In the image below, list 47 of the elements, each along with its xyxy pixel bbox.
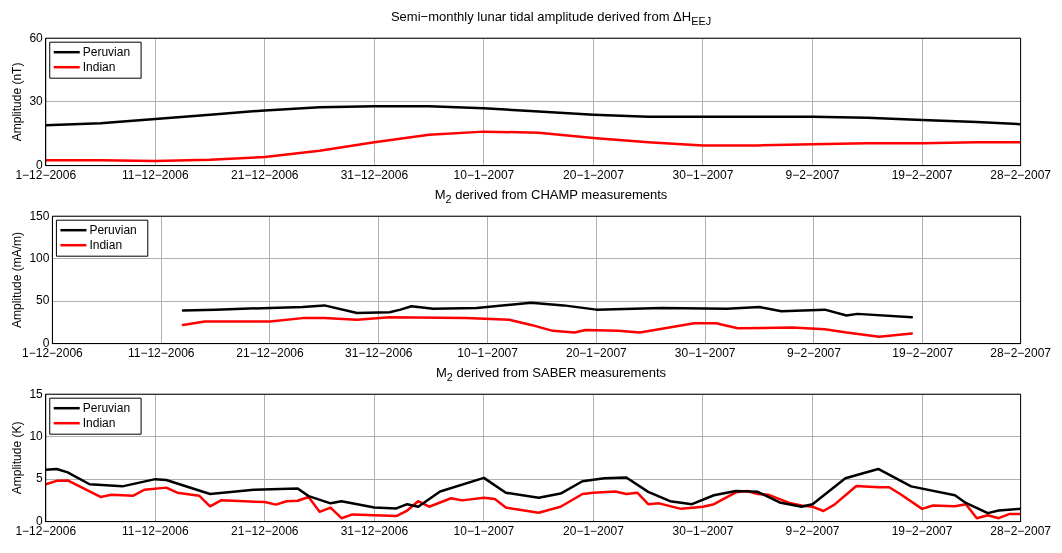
x-tick-label: 31−12−2006 bbox=[345, 346, 413, 361]
x-tick-label: 19−2−2007 bbox=[891, 524, 953, 539]
chart-title: Semi−monthly lunar tidal amplitude derived from ΔH$_{EEJ}$ bbox=[389, 8, 713, 28]
x-tick-label: 19−2−2007 bbox=[891, 168, 953, 183]
x-tick-label: 10−1−2007 bbox=[453, 168, 515, 183]
legend-label: Indian bbox=[82, 415, 116, 430]
y-tick-label: 10 bbox=[29, 428, 44, 443]
y-axis-title: Amplitude (mA/m) bbox=[9, 231, 24, 328]
x-tick-label: 28−2−2007 bbox=[990, 346, 1052, 361]
x-tick-label: 20−1−2007 bbox=[563, 168, 625, 183]
x-tick-label: 28−2−2007 bbox=[990, 168, 1052, 183]
x-tick-label: 20−1−2007 bbox=[565, 346, 628, 361]
legend-label: Peruvian bbox=[89, 222, 137, 237]
y-tick-label: 60 bbox=[29, 30, 44, 45]
x-tick-label: 30−1−2007 bbox=[672, 524, 734, 539]
x-tick-label: 28−2−2007 bbox=[990, 524, 1052, 539]
x-tick-label: 10−1−2007 bbox=[453, 524, 515, 539]
x-tick-label: 9−2−2007 bbox=[785, 524, 840, 539]
legend-label: Indian bbox=[89, 237, 123, 252]
x-tick-label: 21−12−2006 bbox=[236, 346, 305, 361]
legend-label: Peruvian bbox=[82, 44, 131, 59]
x-tick-label: 9−2−2007 bbox=[786, 346, 842, 361]
x-tick-label: 30−1−2007 bbox=[672, 168, 734, 183]
y-tick-label: 150 bbox=[29, 208, 50, 223]
x-tick-label: 20−1−2007 bbox=[563, 524, 625, 539]
x-tick-label: 31−12−2006 bbox=[340, 524, 409, 539]
y-tick-label: 15 bbox=[29, 386, 44, 401]
y-axis-title: Amplitude (nT) bbox=[9, 62, 24, 142]
x-tick-label: 30−1−2007 bbox=[674, 346, 736, 361]
y-tick-label: 5 bbox=[36, 471, 44, 486]
x-tick-label: 21−12−2006 bbox=[231, 524, 299, 539]
x-tick-label: 11−12−2006 bbox=[122, 524, 189, 539]
chart-title: M$_{2}$ derived from CHAMP measurements bbox=[433, 186, 669, 206]
legend-label: Peruvian bbox=[82, 400, 131, 415]
y-tick-label: 50 bbox=[36, 293, 50, 308]
x-tick-label: 10−1−2007 bbox=[457, 346, 519, 361]
y-tick-label: 30 bbox=[29, 94, 44, 109]
x-tick-label: 21−12−2006 bbox=[231, 168, 299, 183]
x-tick-label: 11−12−2006 bbox=[127, 346, 195, 361]
legend-label: Indian bbox=[82, 59, 116, 74]
x-tick-label: 31−12−2006 bbox=[340, 168, 409, 183]
x-tick-label: 19−2−2007 bbox=[892, 346, 954, 361]
x-tick-label: 9−2−2007 bbox=[785, 168, 840, 183]
y-axis-title: Amplitude (K) bbox=[9, 421, 24, 495]
chart-title: M$_{2}$ derived from SABER measurements bbox=[435, 364, 667, 384]
x-tick-label: 11−12−2006 bbox=[122, 168, 189, 183]
y-tick-label: 100 bbox=[29, 250, 50, 265]
